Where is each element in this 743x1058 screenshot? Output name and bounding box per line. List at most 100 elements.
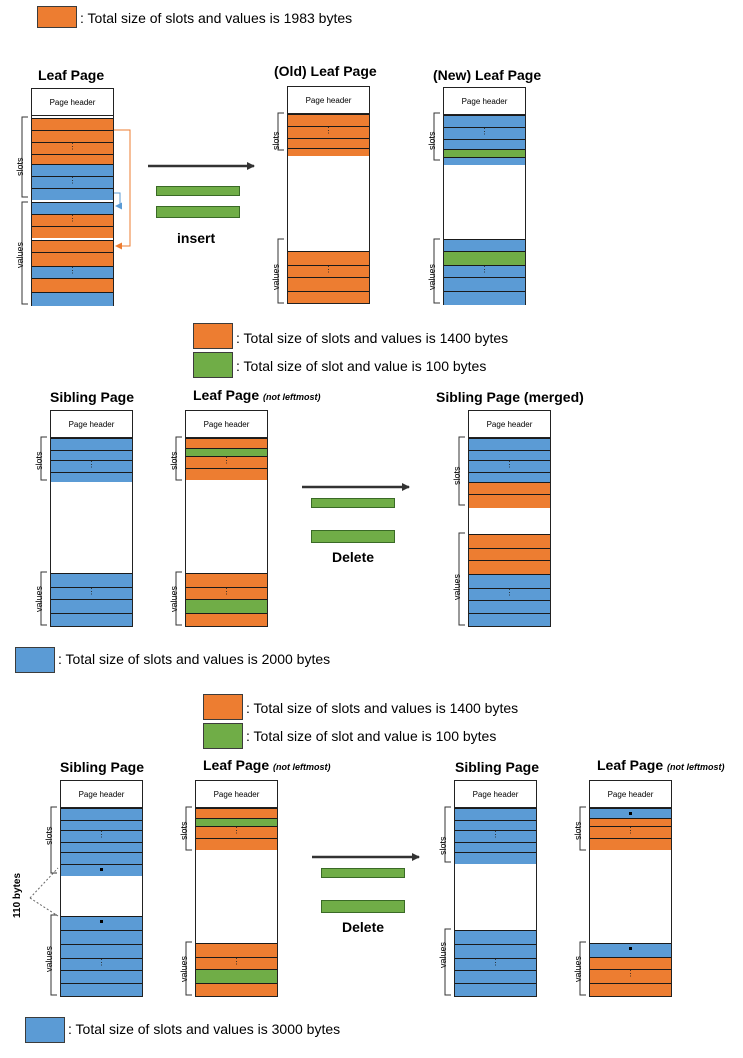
slot	[32, 130, 113, 142]
page-title: Leaf Page	[38, 67, 105, 83]
new-leaf-page: Page header ⋮ ⋮	[443, 87, 526, 305]
value	[196, 983, 277, 996]
action-label: Delete	[332, 549, 375, 565]
slot: ⋮	[32, 176, 113, 188]
value	[61, 944, 142, 958]
page-title: Sibling Page	[60, 759, 145, 775]
value: ⋮	[469, 588, 550, 600]
slot	[590, 818, 671, 826]
value	[590, 957, 671, 969]
page-header: Page header	[455, 781, 536, 808]
value	[469, 560, 550, 574]
value	[186, 573, 267, 587]
slot: ⋮	[444, 127, 525, 139]
page-header: Page header	[590, 781, 671, 808]
slot: ⋮	[51, 460, 132, 472]
value: ⋮	[51, 587, 132, 599]
leaf-page: Page header ⋮ ⋮	[195, 780, 278, 997]
slot	[61, 820, 142, 830]
sibling-page: Page header ⋮ ⋮	[50, 410, 133, 627]
leaf-page-after: Page header ⋮ ⋮	[589, 780, 672, 997]
value: ⋮	[186, 587, 267, 599]
slot	[196, 838, 277, 850]
slot-deleted	[186, 448, 267, 456]
slot	[288, 148, 369, 156]
value	[288, 291, 369, 303]
brace-group	[21, 112, 586, 996]
legend-text: : Total size of slot and value is 100 by…	[236, 358, 487, 374]
slot	[444, 115, 525, 127]
page-header: Page header	[32, 89, 113, 116]
value	[61, 983, 142, 996]
page-header: Page header	[51, 411, 132, 438]
slot	[469, 494, 550, 508]
value	[288, 277, 369, 291]
value	[288, 251, 369, 265]
page-header: Page header	[444, 88, 525, 115]
value: ⋮	[455, 958, 536, 970]
value	[444, 239, 525, 251]
value-moved	[590, 943, 671, 957]
slot-moved	[590, 808, 671, 818]
slot	[32, 118, 113, 130]
sibling-page-after: Page header ⋮ ⋮	[454, 780, 537, 997]
slot	[288, 138, 369, 148]
page-title: Leaf Page (not leftmost)	[193, 387, 321, 403]
slot: ⋮	[288, 126, 369, 138]
value	[455, 930, 536, 944]
leaf-page: Page header ⋮ ⋮	[185, 410, 268, 627]
action-label: Delete	[342, 919, 385, 935]
value-deleted	[186, 599, 267, 613]
page-title: Leaf Page (not leftmost)	[203, 757, 331, 773]
value	[32, 292, 113, 306]
slot	[51, 438, 132, 450]
slot-deleted	[196, 818, 277, 826]
delete-bar	[311, 498, 395, 508]
page-title: (Old) Leaf Page	[274, 63, 377, 79]
slot	[469, 450, 550, 460]
old-leaf-page: Page header ⋮ ⋮	[287, 86, 370, 304]
slot-pointer-arrow	[114, 192, 122, 210]
value	[469, 613, 550, 626]
value	[61, 970, 142, 983]
value	[32, 278, 113, 292]
action-label: insert	[177, 230, 216, 246]
slot	[196, 808, 277, 818]
page-header: Page header	[288, 87, 369, 114]
legend-swatch-orange	[203, 694, 243, 720]
value	[32, 202, 113, 214]
slot: ⋮	[61, 830, 142, 842]
value	[469, 574, 550, 588]
slot	[61, 842, 142, 852]
value: ⋮	[32, 214, 113, 226]
slot	[469, 438, 550, 450]
value	[469, 600, 550, 613]
slot	[186, 468, 267, 480]
legend-swatch-blue	[25, 1017, 65, 1043]
slot: ⋮	[469, 460, 550, 472]
value-new	[444, 251, 525, 265]
legend-text: : Total size of slots and values is 1983…	[80, 10, 353, 26]
value	[590, 983, 671, 996]
value	[444, 291, 525, 305]
value	[444, 277, 525, 291]
legend-text: : Total size of slot and value is 100 by…	[246, 728, 497, 744]
slot	[455, 842, 536, 852]
value	[32, 252, 113, 266]
value	[61, 930, 142, 944]
page-header: Page header	[196, 781, 277, 808]
value: ⋮	[590, 969, 671, 983]
value	[469, 534, 550, 548]
slot	[32, 188, 113, 200]
value-deleted	[196, 969, 277, 983]
value: ⋮	[288, 265, 369, 277]
slot	[51, 450, 132, 460]
value	[186, 613, 267, 626]
insert-bar	[156, 206, 240, 218]
slot: ⋮	[455, 830, 536, 842]
slot	[186, 438, 267, 448]
slot	[444, 157, 525, 165]
slot-pointer-arrow	[114, 129, 131, 250]
slot: ⋮	[590, 826, 671, 838]
